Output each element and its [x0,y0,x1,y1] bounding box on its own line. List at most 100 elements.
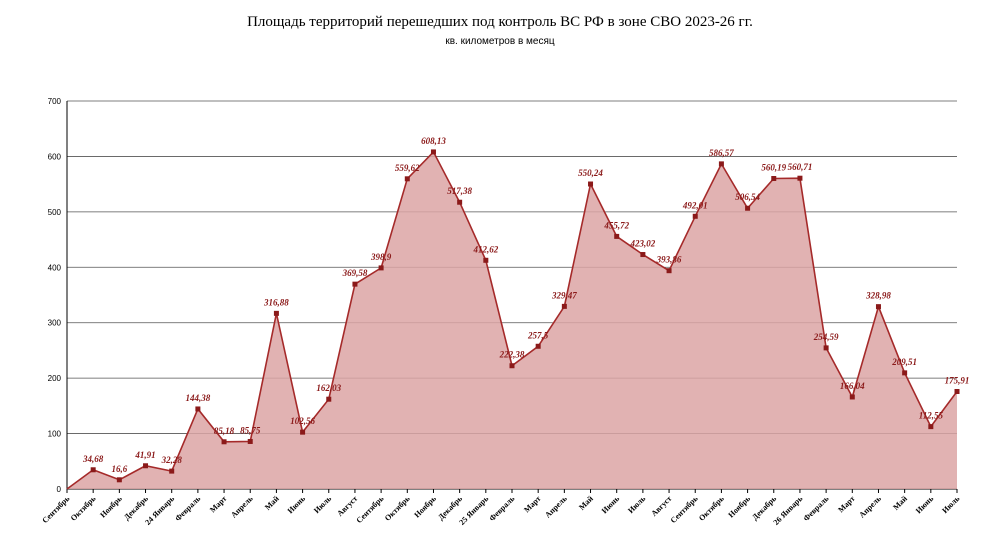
data-label: 328,98 [865,291,891,301]
x-tick-label: Сентябрь [355,494,387,526]
x-tick-label: Май [577,494,595,512]
data-label: 102,56 [290,416,315,426]
x-tick-label: Июль [940,494,962,516]
data-point [509,363,515,369]
chart-subtitle: кв. километров в месяц [445,36,555,47]
data-label: 112,55 [919,411,944,421]
y-tick-label: 0 [57,485,62,494]
data-point [614,233,620,239]
data-point [875,304,881,310]
data-label: 222,38 [499,350,525,360]
data-point [928,424,934,430]
data-label: 254,59 [813,332,839,342]
x-tick-label: Октябрь [697,494,726,523]
data-label: 329,47 [551,290,577,300]
data-point [169,468,175,474]
data-label: 85,18 [214,426,235,436]
x-tick-label: 26 Январь [772,494,805,527]
data-point [561,303,567,309]
x-tick-label: Август [335,494,359,518]
data-point [666,268,672,274]
x-tick-label: Июль [626,494,648,516]
data-label: 517,38 [447,186,472,196]
data-point [457,199,463,205]
x-tick-label: 24 Январь [143,494,176,527]
x-tick-label: Октябрь [69,494,98,523]
data-label: 412,62 [472,244,498,254]
x-tick-label: Ноябрь [726,494,752,520]
y-tick-label: 500 [48,208,62,217]
data-point [247,438,253,444]
x-tick-label: Май [891,494,909,512]
data-point [326,396,332,402]
y-tick-label: 300 [48,319,62,328]
data-label: 393,86 [656,255,682,265]
y-tick-label: 100 [48,430,62,439]
data-label: 559,62 [395,163,420,173]
x-tick-label: Ноябрь [412,494,438,520]
data-label: 369,58 [342,268,368,278]
data-point [221,439,227,445]
x-tick-label: Февраль [802,494,832,524]
x-tick-label: Март [522,494,542,514]
data-point [273,310,279,316]
data-point [849,394,855,400]
data-label: 608,13 [421,136,446,146]
data-label: 586,57 [709,148,734,158]
y-tick-label: 400 [48,263,62,272]
series-area [66,150,958,490]
data-label: 257,5 [527,330,549,340]
data-label: 85,75 [240,425,261,435]
data-label: 560,19 [761,162,786,172]
data-point [430,149,436,155]
x-tick-label: Март [836,494,856,514]
x-tick-label: Апрель [543,494,569,520]
data-label: 423,02 [630,239,656,249]
x-tick-label: Июль [312,494,334,516]
x-tick-label: Апрель [857,494,883,520]
data-label: 492,01 [682,200,708,210]
data-label: 506,54 [735,192,760,202]
data-label: 162,03 [316,383,341,393]
data-point [143,463,149,469]
series-markers [90,149,960,483]
x-tick-label: Июнь [600,494,622,516]
x-tick-label: Апрель [229,494,255,520]
data-point [692,213,698,219]
data-label: 32,28 [161,455,183,465]
y-tick-label: 600 [48,152,62,161]
y-tick-label: 200 [48,374,62,383]
x-tick-label: Февраль [173,494,203,524]
x-tick-label: Октябрь [383,494,412,523]
data-label: 209,51 [891,357,917,367]
data-label: 16,6 [111,464,127,474]
data-point [823,345,829,351]
data-point [116,477,122,483]
data-point [954,388,960,394]
x-tick-label: Сентябрь [669,494,701,526]
area-fill [67,151,957,490]
data-point [902,370,908,376]
data-label: 455,72 [603,220,629,230]
data-point [745,205,751,211]
data-point [771,175,777,181]
data-point [378,265,384,271]
chart-title: Площадь территорий перешедших под контро… [247,14,753,30]
data-labels: 34,68 16,6 41,91 32,28 144,38 85,18 85,75 316,8… [82,136,969,474]
x-tick-label: Август [649,494,673,518]
data-point [195,406,201,412]
data-label: 41,91 [134,450,155,460]
data-label: 166,04 [840,381,865,391]
x-tick-label: Март [208,494,228,514]
data-label: 175,91 [945,375,970,385]
data-point [352,281,358,287]
data-point [483,257,489,263]
data-point [588,181,594,187]
data-label: 316,88 [263,297,289,307]
data-label: 560,71 [788,162,813,172]
x-tick-label: Июнь [286,494,308,516]
y-tick-label: 700 [48,97,62,106]
data-point [300,429,306,435]
